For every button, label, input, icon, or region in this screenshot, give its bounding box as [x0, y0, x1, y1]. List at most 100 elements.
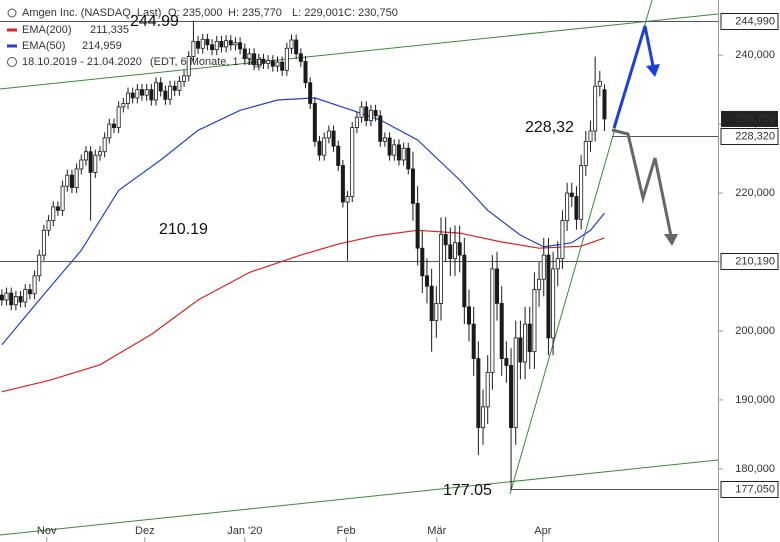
- candle-body: [504, 358, 509, 366]
- candle-body: [588, 130, 593, 142]
- candle-body: [97, 151, 102, 156]
- candle-body: [513, 337, 518, 428]
- candle-body: [0, 294, 4, 301]
- candle-body: [485, 371, 490, 408]
- candle-body: [574, 196, 579, 220]
- candle-body: [60, 185, 65, 211]
- candle-body: [410, 168, 415, 204]
- candle-body: [471, 323, 476, 359]
- candle-body: [46, 220, 51, 231]
- candle-body: [415, 203, 420, 249]
- candle-body: [298, 53, 303, 62]
- candle-body: [481, 406, 486, 428]
- candle-body: [565, 192, 570, 222]
- candle-body: [560, 220, 565, 259]
- x-tick-label: Apr: [534, 525, 551, 537]
- annotation: 228,32: [525, 119, 574, 136]
- candle-body: [392, 144, 397, 156]
- candle-body: [13, 296, 18, 306]
- scenario-arrow: [612, 25, 655, 129]
- candle-body: [317, 140, 322, 156]
- candle-body: [532, 289, 537, 353]
- candle-body: [69, 174, 74, 188]
- candle-body: [121, 103, 126, 108]
- candle-body: [88, 151, 93, 173]
- candle-body: [382, 137, 387, 142]
- x-tick-label: Mär: [427, 525, 446, 537]
- y-tick-label: 200,000: [735, 325, 775, 337]
- candle-body: [182, 75, 187, 82]
- candle-body: [602, 89, 607, 120]
- y-tick-label: 180,000: [735, 463, 775, 475]
- candle-body: [256, 58, 261, 66]
- candle-body: [196, 40, 201, 49]
- candle-body: [224, 40, 229, 48]
- candle-body: [308, 82, 313, 104]
- candle-body: [168, 85, 173, 100]
- candle-body: [364, 106, 369, 122]
- candle-body: [303, 60, 308, 84]
- level-label: 228,320: [735, 130, 775, 142]
- legend: Amgen Inc. (NASDAQ, Last) O: 235,000 H: …: [7, 7, 398, 68]
- candle-body: [322, 137, 327, 156]
- candle-body: [51, 206, 56, 222]
- candle-body: [476, 358, 481, 428]
- x-tick-label: Dez: [135, 525, 155, 537]
- candle-body: [331, 130, 336, 147]
- candle-body: [116, 106, 121, 128]
- candle-body: [144, 89, 149, 96]
- candle-body: [495, 268, 500, 304]
- quote: C: 230,750: [344, 7, 398, 19]
- candle-body: [233, 42, 238, 46]
- candle-body: [107, 123, 112, 139]
- annotation: 244.99: [130, 13, 179, 30]
- legend-title: Amgen Inc. (NASDAQ, Last): [22, 7, 161, 19]
- candle-body: [83, 151, 88, 161]
- candle-body: [387, 137, 392, 156]
- candle-body: [130, 92, 135, 99]
- candle-body: [65, 174, 70, 187]
- legend-label: EMA(50): [22, 40, 65, 52]
- candle-body: [238, 42, 243, 50]
- candle-body: [509, 365, 514, 428]
- last-price-box: [721, 110, 778, 127]
- candle-body: [368, 109, 373, 122]
- candle-body: [266, 60, 271, 64]
- level-box: [720, 253, 779, 270]
- period: (EDT, 6 Monate, 1 Tag): [150, 56, 263, 68]
- candle-body: [359, 106, 364, 118]
- candle-body: [186, 56, 191, 77]
- y-tick-label: 220,000: [735, 187, 775, 199]
- candle-body: [378, 115, 383, 142]
- arrows: [611, 25, 678, 246]
- x-tick-label: Jan '20: [227, 525, 262, 537]
- candle-body: [523, 323, 528, 363]
- candle-body: [541, 254, 546, 280]
- candle-body: [219, 40, 224, 48]
- level-box: [720, 481, 779, 498]
- date-range: 18.10.2019 - 21.04.2020: [22, 56, 142, 68]
- arrowhead: [646, 64, 660, 77]
- ema-line: [1, 229, 605, 393]
- candle-body: [79, 159, 84, 170]
- quote: L: 229,001: [292, 7, 344, 19]
- candle-body: [252, 53, 257, 66]
- candle-body: [32, 275, 37, 295]
- candle-body: [420, 247, 425, 277]
- candle-body: [27, 289, 32, 295]
- candle-body: [597, 80, 602, 87]
- candle-body: [434, 303, 439, 322]
- candle-body: [55, 206, 60, 211]
- scenario-arrow: [611, 128, 673, 237]
- candle-body: [583, 140, 588, 166]
- legend-label: EMA(200): [22, 24, 72, 36]
- candle-body: [205, 38, 210, 46]
- candle-body: [401, 147, 406, 161]
- quote: O: 235,000: [168, 7, 222, 19]
- candle-body: [135, 89, 140, 99]
- candle-body: [289, 39, 294, 49]
- icon: [7, 57, 17, 67]
- candle-body: [490, 268, 495, 373]
- level-label: 244,990: [735, 15, 775, 27]
